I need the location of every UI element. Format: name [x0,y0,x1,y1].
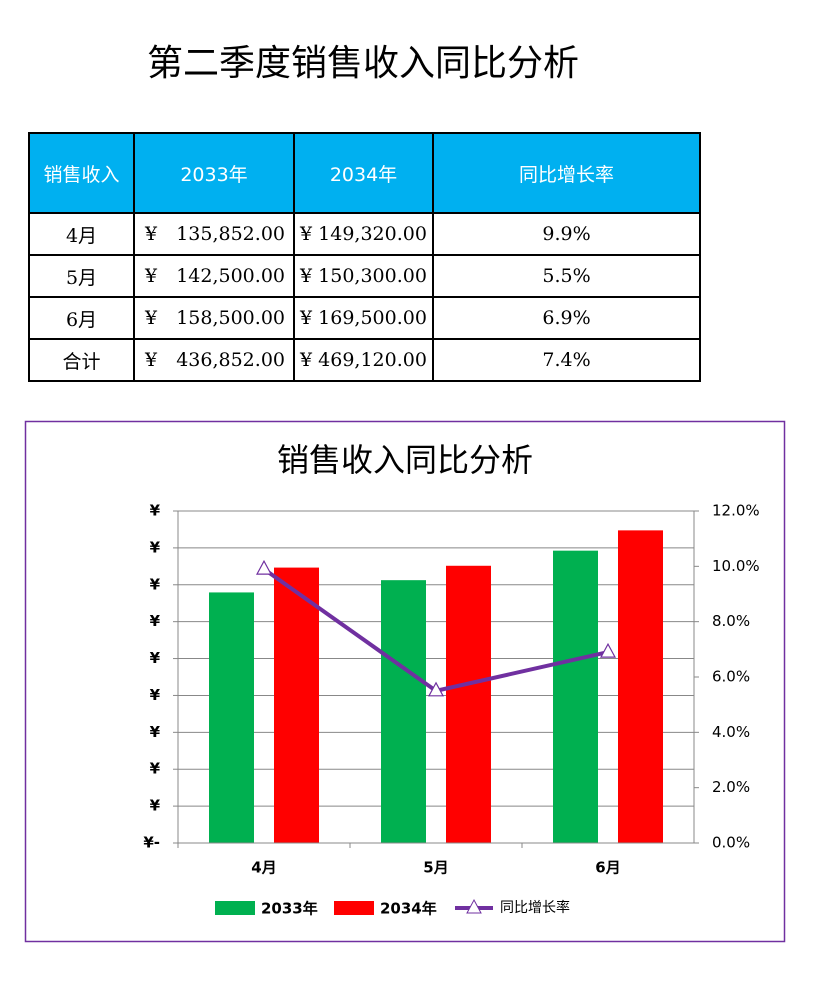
amount-2033-cell: ¥158,500.00 [133,296,295,340]
y-tick-label: ¥ [150,538,161,556]
amount-2033-cell: ¥135,852.00 [133,212,295,256]
month-cell: 6月 [28,296,135,340]
amount: 158,500.00 [176,307,285,329]
legend-swatch [215,901,255,915]
month-cell: 5月 [28,254,135,298]
y-tick-label: ¥ [150,723,161,741]
legend-label: 同比增长率 [500,899,570,916]
y2-tick-label: 0.0% [712,834,750,852]
amount-2034-cell: ¥ 169,500.00 [293,296,434,340]
y-tick-label: ¥ [150,760,161,778]
currency-symbol: ¥ [145,307,158,329]
table-row: 6月 ¥158,500.00 ¥ 169,500.00 6.9% [28,296,701,340]
bar [553,550,598,843]
table-row: 合计 ¥436,852.00 ¥ 469,120.00 7.4% [28,338,701,382]
header-cell: 同比增长率 [432,132,701,214]
currency-symbol: ¥ [145,349,158,371]
y2-tick-label: 6.0% [712,668,750,686]
table-row: 4月 ¥135,852.00 ¥ 149,320.00 9.9% [28,212,701,256]
bar [209,592,254,843]
bar [381,580,426,843]
legend-marker [466,898,482,914]
amount-2033-cell: ¥436,852.00 [133,338,295,382]
amount-wrap: ¥158,500.00 [135,307,293,329]
y2-tick-label: 12.0% [712,502,760,520]
currency-symbol: ¥ [145,265,158,287]
bar [274,567,319,843]
growth-marker [427,681,445,697]
sales-table: 销售收入 2033年 2034年 同比增长率 4月 ¥135,852.00 ¥ 14… [28,132,701,382]
x-tick-label: 4月 [251,859,276,877]
growth-cell: 7.4% [432,338,701,382]
chart-frame [24,420,786,943]
table-row: 5月 ¥142,500.00 ¥ 150,300.00 5.5% [28,254,701,298]
header-row: 销售收入 2033年 2034年 同比增长率 [28,132,701,214]
y-tick-label: ¥ [150,649,161,667]
y-tick-label: ¥- [143,834,160,852]
legend-swatch [334,901,374,915]
bar [446,565,491,843]
growth-cell: 5.5% [432,254,701,298]
page-title: 第二季度销售收入同比分析 [146,43,579,84]
growth-marker [255,559,273,575]
amount-wrap: ¥436,852.00 [135,349,293,371]
amount-2034-cell: ¥ 150,300.00 [293,254,434,298]
month-cell: 合计 [28,338,135,382]
amount-2033-cell: ¥142,500.00 [133,254,295,298]
y2-tick-label: 4.0% [712,723,750,741]
y2-tick-label: 8.0% [712,612,750,630]
amount-2034-cell: ¥ 149,320.00 [293,212,434,256]
chart-title: 销售收入同比分析 [277,441,533,479]
table-body: 4月 ¥135,852.00 ¥ 149,320.00 9.9% 5月 ¥142,500.… [28,212,701,382]
y-tick-label: ¥ [150,575,161,593]
x-tick-label: 5月 [423,859,448,877]
amount-wrap: ¥142,500.00 [135,265,293,287]
amount-2034-cell: ¥ 469,120.00 [293,338,434,382]
header-cell: 2033年 [133,132,295,214]
month-cell: 4月 [28,212,135,256]
amount-wrap: ¥135,852.00 [135,223,293,245]
growth-cell: 6.9% [432,296,701,340]
currency-symbol: ¥ [145,223,158,245]
header-cell: 2034年 [293,132,434,214]
amount: 436,852.00 [176,349,285,371]
y-tick-label: ¥ [150,612,161,630]
header-cell: 销售收入 [28,132,135,214]
growth-cell: 9.9% [432,212,701,256]
x-tick-label: 6月 [595,859,620,877]
legend-label: 2033年 [261,900,318,918]
bar [618,530,663,843]
y-tick-label: ¥ [150,797,161,815]
growth-marker [599,642,617,658]
y-tick-label: ¥ [150,502,161,520]
amount: 135,852.00 [176,223,285,245]
y2-tick-label: 2.0% [712,778,750,796]
amount: 142,500.00 [176,265,285,287]
y2-tick-label: 10.0% [712,557,760,575]
y-tick-label: ¥ [150,686,161,704]
legend-label: 2034年 [380,900,437,918]
